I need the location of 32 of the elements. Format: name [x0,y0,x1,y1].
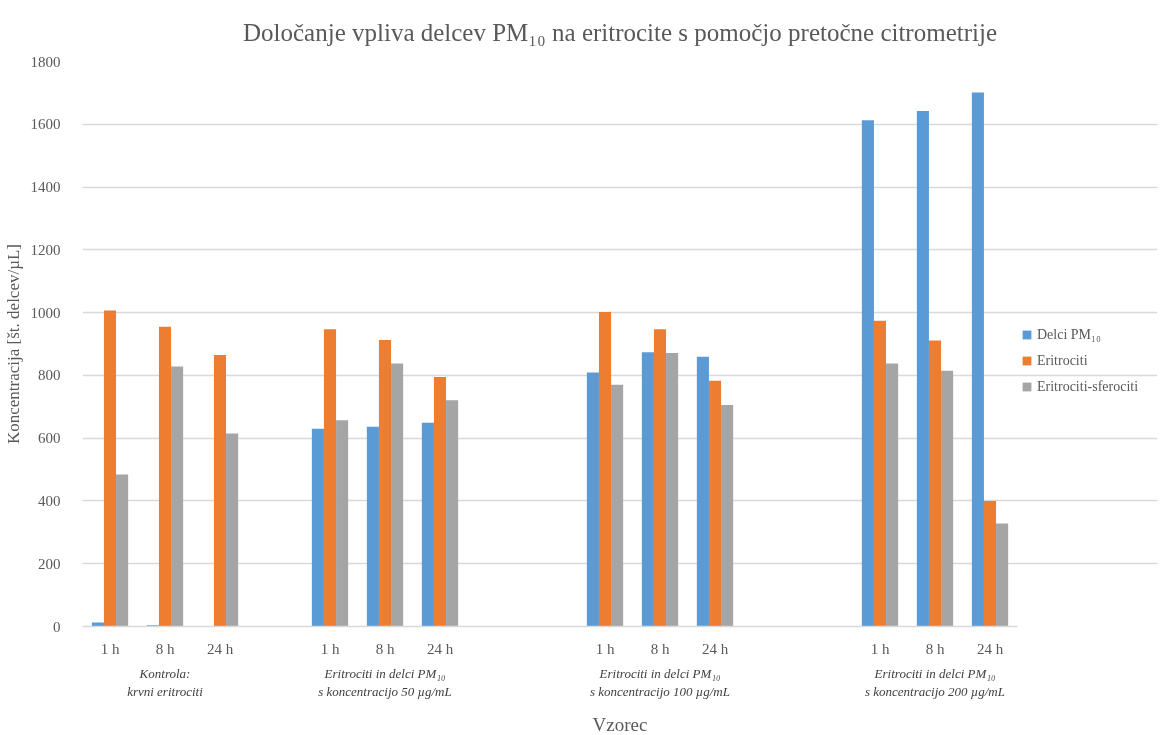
y-tick-label: 0 [53,618,61,635]
x-tick-label: 8 h [650,640,670,657]
text: Eritrociti in delci PM₁₀ s koncentracijo 100 µg/mL [590,665,731,699]
y-tick-label: 1800 [30,53,61,70]
y-tick-label: 1400 [30,179,61,196]
x-tick-label: 24 h [976,640,1004,657]
y-tick-label: 1600 [30,116,61,133]
x-tick-label: 8 h [155,640,175,657]
y-tick-label: 800 [38,367,61,384]
legend-label: Delci PM₁₀ [1037,326,1101,343]
x-tick-label: 8 h [925,640,945,657]
legend-label: Eritrociti [1037,352,1088,369]
x-axis-title: Vzorec [592,713,648,735]
y-tick-label: 1200 [30,241,61,258]
x-tick-label: 24 h [426,640,454,657]
x-tick-label: 24 h [701,640,729,657]
y-axis-title: Koncentracija [št. delcev/µL] [3,243,23,444]
y-tick-label: 400 [38,492,61,509]
y-tick-label: 600 [38,430,61,447]
legend-label: Eritrociti-sferociti [1037,378,1139,395]
y-tick-label: 1000 [30,304,61,321]
text: Eritrociti in delci PM₁₀ s koncentracijo 50 µg/mL [318,665,452,699]
text: Kontrola: krvni eritrociti [127,665,204,699]
x-tick-label: 1 h [870,640,890,657]
x-tick-label: 1 h [100,640,120,657]
chart-title: Določanje vpliva delcev PM₁₀ na eritrocite s pomočjo pretočne citrometrije [243,18,997,46]
x-tick-label: 8 h [375,640,395,657]
y-tick-label: 200 [38,555,61,572]
x-tick-label: 1 h [595,640,615,657]
text: Eritrociti in delci PM₁₀ s koncentracijo 200 µg/mL [865,665,1006,699]
x-tick-label: 24 h [206,640,234,657]
x-tick-label: 1 h [320,640,340,657]
